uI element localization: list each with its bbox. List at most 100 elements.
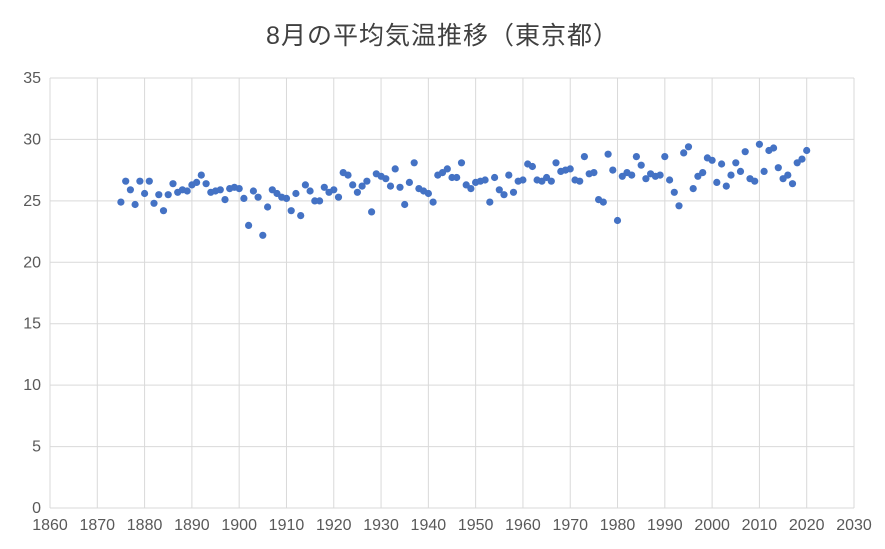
data-point [164, 191, 172, 199]
data-point [580, 153, 589, 161]
data-point [708, 156, 716, 164]
data-point [292, 189, 300, 198]
data-point [784, 171, 792, 179]
x-tick-label: 1990 [647, 517, 683, 534]
data-point [486, 198, 494, 206]
data-point [675, 202, 683, 210]
data-point [117, 198, 125, 206]
data-point [297, 212, 305, 220]
data-point [159, 207, 168, 215]
data-point [386, 182, 395, 190]
data-point [453, 173, 461, 182]
data-point [401, 200, 409, 209]
x-tick-label: 1940 [411, 517, 447, 534]
data-point [145, 177, 153, 185]
data-point [713, 178, 721, 186]
data-point [382, 175, 390, 183]
data-point [741, 148, 749, 156]
x-tick-label: 1970 [552, 517, 588, 534]
data-point [495, 186, 503, 194]
data-point [443, 165, 451, 173]
data-point [637, 161, 645, 169]
data-point [755, 140, 764, 148]
x-tick-label: 1910 [269, 517, 305, 534]
data-point [661, 153, 669, 161]
chart-title: 8月の平均気温推移（東京都） [266, 22, 619, 50]
data-point [282, 194, 291, 202]
data-point [320, 183, 328, 191]
data-point [491, 173, 499, 182]
data-point [552, 159, 560, 167]
y-tick-label: 10 [23, 377, 41, 394]
data-point [770, 144, 778, 152]
y-tick-label: 0 [32, 500, 41, 517]
x-tick-label: 1930 [363, 517, 399, 534]
data-point [613, 216, 622, 225]
data-point [684, 143, 693, 151]
data-point [547, 177, 555, 185]
data-point [245, 221, 253, 229]
data-point [368, 208, 376, 216]
data-point [481, 176, 489, 184]
data-point [699, 169, 707, 177]
data-point [736, 167, 745, 175]
data-point [254, 193, 262, 201]
data-point [155, 191, 163, 199]
x-tick-label: 1950 [458, 517, 494, 534]
data-point [732, 159, 740, 167]
data-point [410, 159, 418, 167]
x-tick-label: 1870 [79, 517, 115, 534]
data-point [391, 165, 399, 173]
data-point [505, 171, 513, 179]
y-tick-label: 25 [23, 193, 41, 210]
x-tick-label: 2000 [694, 517, 730, 534]
data-point [330, 186, 338, 194]
data-point [287, 207, 295, 215]
x-tick-label: 2030 [836, 517, 872, 534]
data-point [609, 166, 617, 174]
data-point [424, 189, 432, 198]
data-point [344, 171, 352, 179]
data-point [656, 171, 664, 179]
y-tick-label: 20 [23, 254, 41, 271]
data-point [301, 181, 309, 189]
data-point [628, 171, 636, 179]
data-point [306, 187, 314, 195]
data-point [150, 199, 158, 207]
data-point [457, 159, 466, 167]
data-point [519, 176, 527, 184]
data-point [197, 171, 205, 179]
data-point [136, 177, 144, 185]
x-tick-label: 2010 [742, 517, 778, 534]
x-tick-label: 1880 [127, 517, 163, 534]
data-point [722, 182, 730, 190]
y-tick-label: 30 [23, 131, 41, 148]
data-point [193, 178, 201, 186]
data-point [718, 160, 726, 168]
y-tick-label: 15 [23, 316, 41, 333]
data-point [235, 185, 243, 193]
data-point [528, 162, 537, 171]
data-point [576, 177, 584, 185]
data-point [798, 155, 806, 163]
data-point [349, 181, 357, 189]
data-point [202, 180, 210, 188]
x-tick-label: 1900 [221, 517, 257, 534]
data-point [774, 164, 782, 172]
data-point [590, 169, 598, 177]
x-tick-label: 1980 [600, 517, 636, 534]
x-tick-label: 1860 [32, 517, 68, 534]
x-tick-label: 2020 [789, 517, 825, 534]
data-point [126, 186, 134, 194]
data-point [316, 197, 324, 205]
data-point [334, 193, 343, 201]
data-point [604, 150, 612, 158]
data-point [632, 153, 641, 161]
data-point [141, 189, 149, 198]
data-point [727, 171, 735, 179]
data-point [670, 188, 678, 196]
data-point [467, 185, 475, 193]
y-tick-label: 5 [32, 439, 41, 456]
